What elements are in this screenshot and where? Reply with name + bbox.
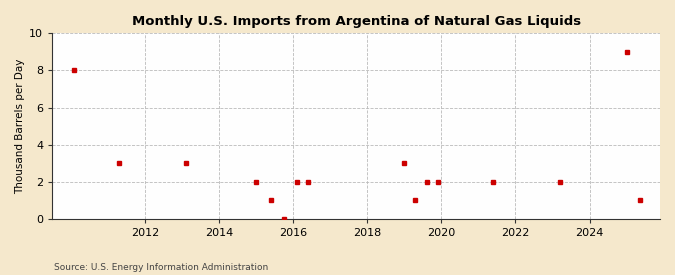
Title: Monthly U.S. Imports from Argentina of Natural Gas Liquids: Monthly U.S. Imports from Argentina of N…	[132, 15, 580, 28]
Y-axis label: Thousand Barrels per Day: Thousand Barrels per Day	[15, 59, 25, 194]
Text: Source: U.S. Energy Information Administration: Source: U.S. Energy Information Administ…	[54, 263, 268, 272]
